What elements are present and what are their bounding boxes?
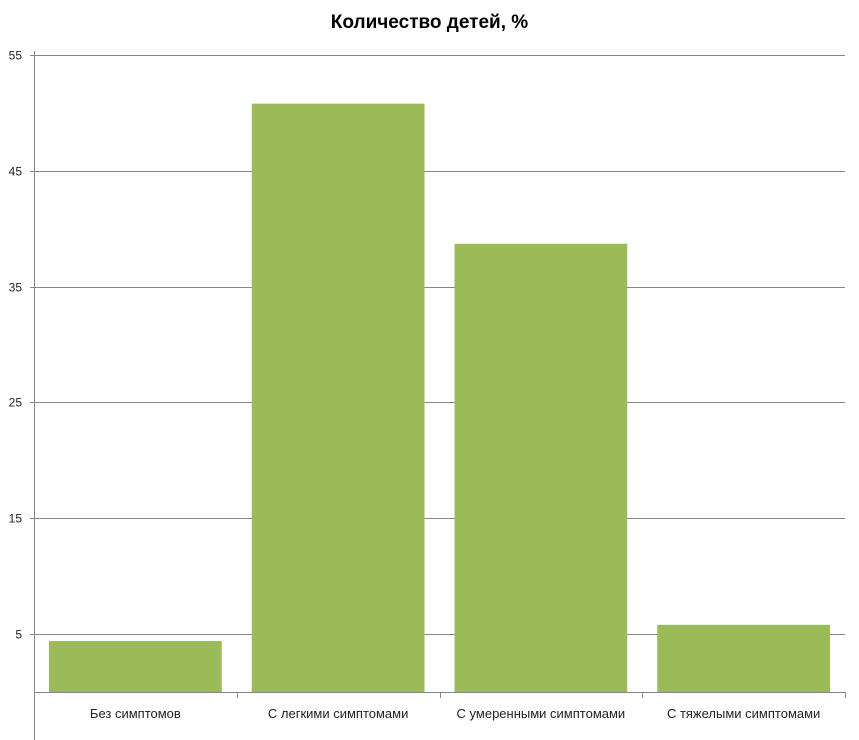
bar	[657, 624, 830, 692]
x-category-label: С умеренными симптомами	[457, 706, 626, 721]
x-category-label: С легкими симптомами	[268, 706, 408, 721]
y-tick-label: 45	[9, 165, 23, 179]
x-category-label: С тяжелыми симптомами	[667, 706, 820, 721]
x-category-label: Без симптомов	[90, 706, 181, 721]
bar	[49, 641, 222, 692]
chart-title: Количество детей, %	[330, 12, 529, 33]
y-tick-label: 5	[15, 628, 22, 642]
bar	[251, 103, 425, 693]
y-tick-label: 25	[9, 396, 23, 410]
y-tick-label: 35	[9, 281, 23, 295]
bar	[454, 243, 628, 692]
y-tick-label: 55	[9, 49, 23, 63]
y-tick-label: 15	[9, 512, 23, 526]
